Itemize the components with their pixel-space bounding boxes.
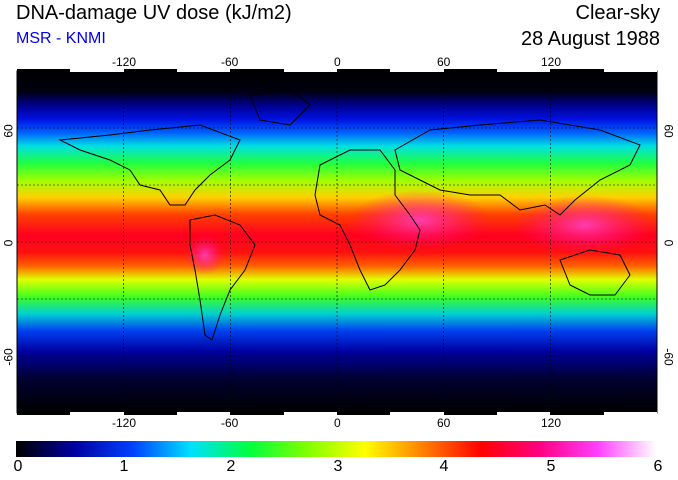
lon-tick-bottom: 120 [541,416,562,430]
uv-dose-map [16,69,658,415]
map-subtitle: MSR - KNMI [16,30,106,47]
uv-hotspot-andes [185,235,225,275]
coastline-asia [394,119,641,216]
colorbar [16,441,656,457]
coastline-north-america [58,124,241,206]
coastline-greenland [249,89,311,126]
lat-tick-right: 0 [661,239,676,247]
lon-tick-top: 60 [437,55,451,69]
lon-tick-top: -60 [221,55,239,69]
date-label: 28 August 1988 [520,28,660,50]
colorbar-label: 4 [439,458,449,475]
colorbar-label: 2 [226,458,236,475]
lon-tick-top: 120 [541,55,562,69]
colorbar-label: 3 [333,458,343,475]
lon-tick-bottom: 0 [334,416,341,430]
colorbar-label: 5 [546,458,556,475]
colorbar-label: 1 [119,458,129,475]
lat-tick-right: -60 [661,348,676,366]
lon-tick-bottom: -120 [112,416,137,430]
lat-tick-right: 60 [661,124,676,138]
coastline-south-america [189,214,256,341]
colorbar-label: 0 [13,458,23,475]
coastline-europe-africa [314,149,421,291]
frame-ticks [17,69,657,415]
uv-hotspot-asia [515,195,655,255]
map-grid [17,71,657,413]
lat-tick-left: 60 [1,124,16,138]
uv-hotspot-africa [350,190,490,250]
map-title: DNA-damage UV dose (kJ/m2) [16,2,292,24]
lon-tick-top: 0 [334,55,341,69]
colorbar-label: 6 [653,458,663,475]
lon-tick-top: -120 [112,55,137,69]
condition-label: Clear-sky [575,2,660,24]
lon-tick-bottom: -60 [221,416,239,430]
lat-tick-left: -60 [1,348,16,366]
lat-tick-left: 0 [1,239,16,247]
coastline-australia [559,249,631,296]
lon-tick-bottom: 60 [437,416,451,430]
